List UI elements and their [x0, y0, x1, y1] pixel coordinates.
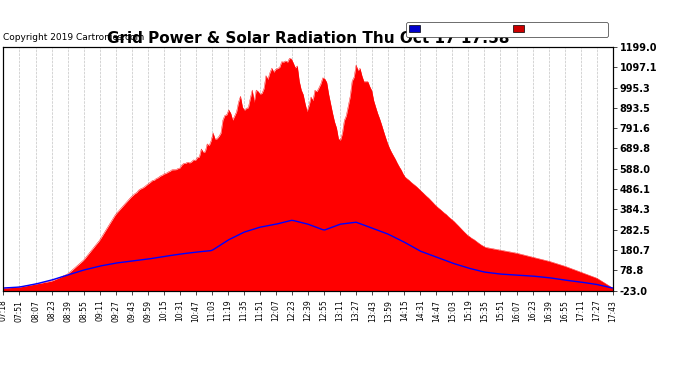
Legend: Radiation (w/m2), Grid (AC Watts): Radiation (w/m2), Grid (AC Watts) — [406, 22, 608, 36]
Title: Grid Power & Solar Radiation Thu Oct 17 17:58: Grid Power & Solar Radiation Thu Oct 17 … — [107, 31, 509, 46]
Text: Copyright 2019 Cartronics.com: Copyright 2019 Cartronics.com — [3, 33, 145, 42]
